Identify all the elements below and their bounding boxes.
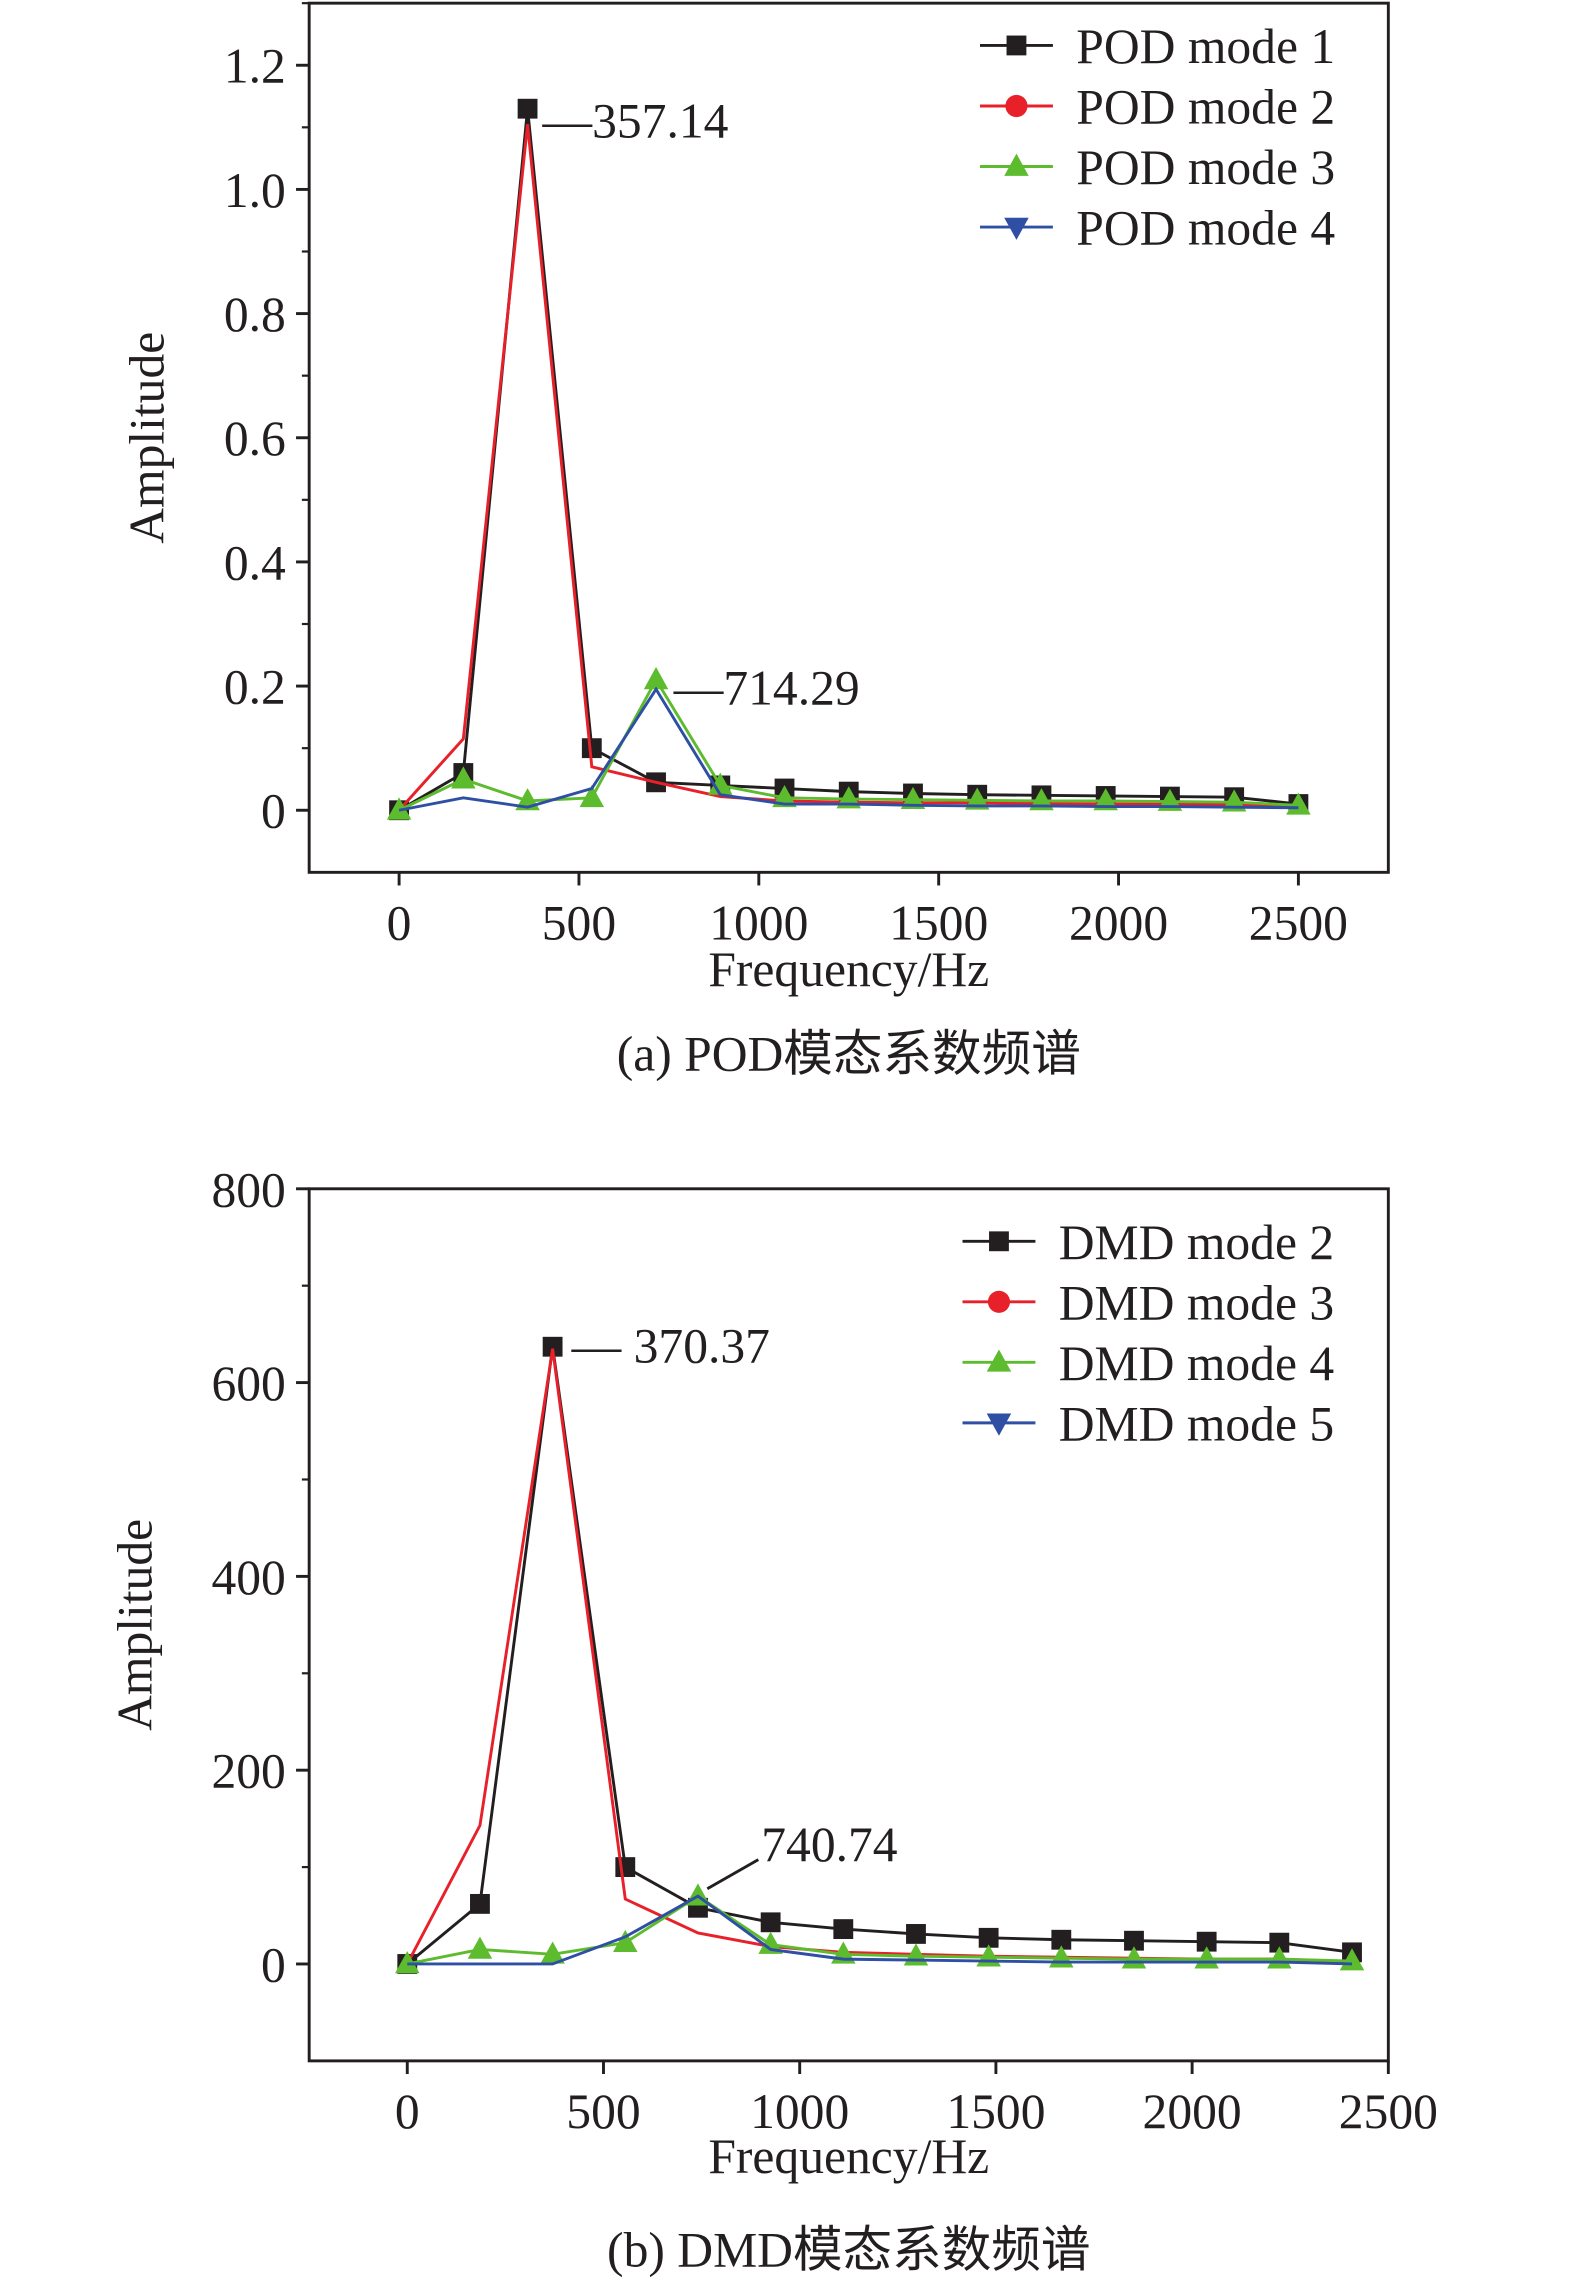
data-point xyxy=(581,738,602,759)
y-tick-label: 0 xyxy=(261,1937,286,1992)
y-axis-label: Amplitude xyxy=(119,332,174,544)
annotation-leader xyxy=(706,1858,760,1891)
y-tick-label: 0.8 xyxy=(224,287,286,342)
series-3 xyxy=(406,1894,1353,1966)
data-point xyxy=(395,1951,420,1974)
legend-label: DMD mode 4 xyxy=(1059,1336,1335,1391)
caption: (b) DMD模态系数频谱 xyxy=(607,2223,1090,2278)
caption: (a) POD模态系数频谱 xyxy=(617,1027,1081,1082)
x-axis-label: Frequency/Hz xyxy=(708,2129,989,2184)
data-point xyxy=(964,787,990,810)
data-point xyxy=(1269,1932,1290,1953)
annotation-label: 740.74 xyxy=(761,1817,898,1872)
legend-label: POD mode 3 xyxy=(1076,140,1335,195)
data-point xyxy=(978,1927,999,1948)
y-tick-label: 200 xyxy=(211,1744,285,1799)
x-tick-label: 1000 xyxy=(709,895,808,950)
y-tick-label: 400 xyxy=(211,1550,285,1605)
y-tick-label: 1.2 xyxy=(224,39,286,94)
legend-label: DMD mode 5 xyxy=(1059,1396,1334,1451)
x-tick-label: 0 xyxy=(387,895,412,950)
annotation-label: —357.14 xyxy=(542,93,729,148)
data-point xyxy=(540,1941,565,1964)
legend-label: DMD mode 2 xyxy=(1059,1215,1334,1270)
data-point xyxy=(1124,1930,1144,1951)
series-4 xyxy=(407,1894,1353,1966)
chart-a: 0 500 1000 1500 2000 2500 0 0.2 0.4 0.6 0.8 1.0 1.2 F… xyxy=(119,1,1390,1082)
series-line xyxy=(398,686,1299,812)
plot-frame xyxy=(307,1187,1390,2063)
data-point xyxy=(613,1929,638,1952)
data-point xyxy=(386,797,412,820)
x-tick-label: 1500 xyxy=(889,895,988,950)
data-point xyxy=(1051,1929,1072,1950)
data-point xyxy=(772,784,797,808)
y-tick-label: 600 xyxy=(211,1356,285,1411)
legend-marker xyxy=(987,1290,1011,1313)
y-tick-label: 1.0 xyxy=(224,163,286,218)
data-point xyxy=(542,1336,563,1357)
legend-marker xyxy=(1004,217,1029,240)
y-tick-label: 0 xyxy=(261,784,286,839)
series-line xyxy=(406,1894,1353,1966)
legend-marker xyxy=(989,1231,1009,1252)
x-tick-label: 1500 xyxy=(946,2084,1045,2139)
x-axis-label: Frequency/Hz xyxy=(708,942,989,997)
data-point xyxy=(470,1893,490,1914)
y-tick-label: 800 xyxy=(211,1162,285,1217)
legend-label: POD mode 2 xyxy=(1076,79,1335,134)
x-tick-label: 500 xyxy=(566,2084,640,2139)
data-point xyxy=(900,786,926,810)
legend-label: DMD mode 3 xyxy=(1059,1275,1334,1330)
x-tick-label: 2000 xyxy=(1143,2084,1242,2139)
legend-label: POD mode 1 xyxy=(1076,19,1335,74)
x-tick-label: 500 xyxy=(542,895,616,950)
x-tick-label: 2500 xyxy=(1339,2084,1438,2139)
legend-marker xyxy=(1006,35,1027,56)
x-tick-label: 2000 xyxy=(1069,895,1168,950)
annotation-label: — 370.37 xyxy=(571,1318,770,1373)
y-axis-label: Amplitude xyxy=(108,1519,163,1731)
chart-b: 0 500 1000 1500 2000 2500 0 200 400 600 800 Frequen… xyxy=(108,1162,1438,2277)
data-point xyxy=(1196,1931,1217,1952)
legend-label: POD mode 4 xyxy=(1076,201,1335,256)
y-tick-label: 0.6 xyxy=(224,411,286,466)
series-line xyxy=(407,1894,1353,1966)
data-point xyxy=(906,1924,926,1944)
y-tick-label: 0.4 xyxy=(224,535,286,590)
series-4 xyxy=(398,686,1299,812)
x-tick-label: 1000 xyxy=(750,2084,849,2139)
y-tick-label: 0.2 xyxy=(224,660,286,715)
x-tick-label: 2500 xyxy=(1249,895,1348,950)
x-tick-label: 0 xyxy=(395,2084,420,2139)
annotation-label: —714.29 xyxy=(673,661,860,716)
legend-marker xyxy=(1004,153,1029,176)
legend-marker xyxy=(986,1413,1012,1436)
data-point xyxy=(517,98,538,119)
data-point xyxy=(615,1857,636,1877)
legend-marker xyxy=(986,1349,1012,1372)
legend-marker xyxy=(1005,94,1028,118)
data-point xyxy=(760,1912,781,1933)
data-point xyxy=(467,1936,493,1959)
data-point xyxy=(833,1919,854,1940)
data-point xyxy=(1093,788,1118,811)
